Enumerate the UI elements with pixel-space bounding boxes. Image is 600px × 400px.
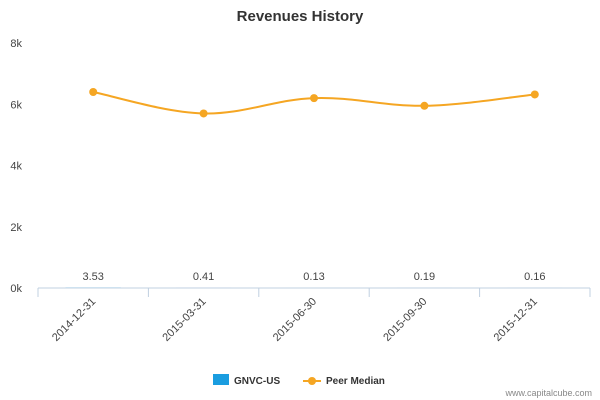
y-tick-label: 0k bbox=[10, 283, 22, 295]
x-tick-label: 2015-06-30 bbox=[271, 296, 319, 344]
bar-data-label: 0.41 bbox=[193, 271, 214, 283]
y-tick-label: 8k bbox=[10, 38, 22, 50]
x-tick-label: 2014-12-31 bbox=[50, 296, 98, 344]
legend-label-gnvc-us: GNVC-US bbox=[234, 376, 280, 387]
legend-item-peer-median[interactable]: Peer Median bbox=[303, 376, 385, 387]
line-point-peer-median[interactable] bbox=[89, 88, 98, 96]
line-point-peer-median[interactable] bbox=[310, 94, 318, 103]
legend[interactable]: GNVC-US Peer Median bbox=[213, 374, 385, 387]
y-axis-ticks: 0k 2k 4k 6k 8k bbox=[10, 38, 22, 295]
x-axis-ticks: 2014-12-31 2015-03-31 2015-06-30 2015-09-30… bbox=[37, 288, 591, 344]
y-tick-label: 4k bbox=[10, 161, 22, 173]
bar-data-label: 0.19 bbox=[414, 271, 435, 283]
legend-item-gnvc-us[interactable]: GNVC-US bbox=[213, 374, 280, 387]
y-tick-label: 2k bbox=[10, 222, 22, 234]
chart-title: Revenues History bbox=[237, 8, 364, 25]
bar-data-labels: 3.53 0.41 0.13 0.19 0.16 bbox=[82, 271, 545, 283]
legend-label-peer-median: Peer Median bbox=[326, 376, 385, 387]
x-tick-label: 2015-03-31 bbox=[160, 296, 208, 344]
x-tick-label: 2015-12-31 bbox=[492, 296, 540, 344]
bar-data-label: 0.16 bbox=[524, 271, 545, 283]
y-tick-label: 6k bbox=[10, 99, 22, 111]
legend-marker-peer-median bbox=[308, 377, 316, 385]
x-tick-label: 2015-09-30 bbox=[381, 296, 429, 344]
legend-swatch-gnvc-us bbox=[213, 374, 229, 385]
line-series-peer-median-points bbox=[89, 88, 539, 118]
credit-text: www.capitalcube.com bbox=[504, 388, 592, 398]
bar-data-label: 0.13 bbox=[303, 271, 324, 283]
line-point-peer-median[interactable] bbox=[199, 109, 208, 118]
line-point-peer-median[interactable] bbox=[530, 90, 539, 99]
line-point-peer-median[interactable] bbox=[420, 101, 429, 110]
bar-data-label: 3.53 bbox=[82, 271, 103, 283]
